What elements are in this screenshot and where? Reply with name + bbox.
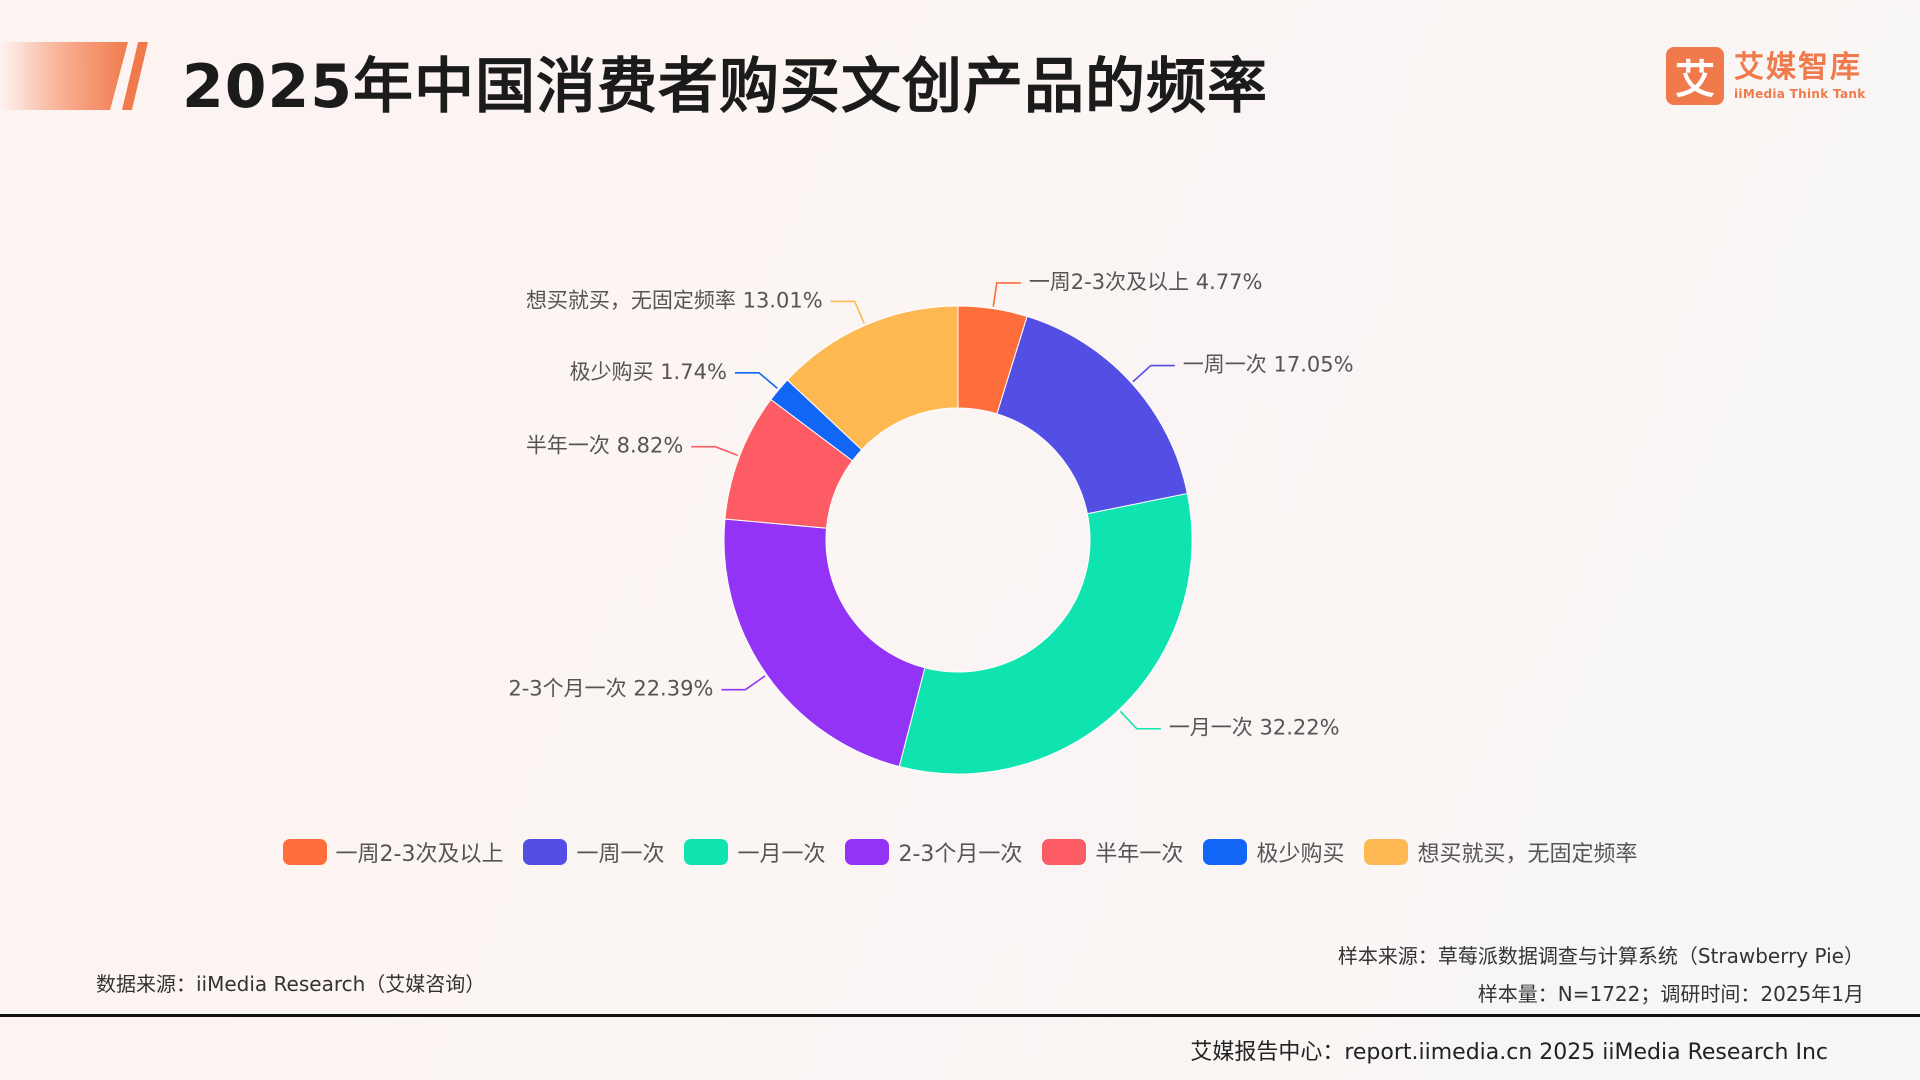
footer-divider [0,1014,1920,1017]
legend-item[interactable]: 极少购买 [1203,836,1344,868]
page-title: 2025年中国消费者购买文创产品的频率 [182,52,1268,122]
legend-label: 半年一次 [1095,842,1184,867]
iimedia-logo: 艾 艾媒智库 iiMedia Think Tank [1666,46,1866,106]
donut-slice [723,518,926,768]
donut-chart: 一周2-3次及以上 4.77% 一周一次 17.05% 一月一次 32.22% 2-3… [508,270,1354,775]
label-leader-line [1132,364,1175,383]
donut-slices [723,305,1193,775]
legend-swatch [845,839,890,865]
legend-label: 想买就买，无固定频率 [1417,842,1638,867]
legend-item[interactable]: 一周2-3次及以上 [282,836,504,868]
label-leader-line [691,445,738,457]
legend-swatch [282,839,327,865]
footer-report-center: 艾媒报告中心：report.iimedia.cn 2025 iiMedia Re… [1190,1040,1828,1065]
legend-item[interactable]: 一周一次 [523,836,664,868]
donut-slice [786,305,959,451]
slice-label: 一周一次 17.05% [1183,353,1354,377]
legend-label: 极少购买 [1256,842,1345,867]
legend-swatch [1364,839,1409,865]
label-leader-line [721,675,766,691]
label-leader-lines [691,282,1175,730]
data-source-note: 数据来源：iiMedia Research（艾媒咨询） [96,972,486,996]
legend-swatch [523,839,568,865]
slice-label: 半年一次 8.82% [526,434,683,458]
sample-source-note: 样本来源：草莓派数据调查与计算系统（Strawberry Pie） [1337,944,1864,968]
chart-legend: 一周2-3次及以上 一周一次 一月一次 2-3个月一次 半年一次 极少购买 想买就买，无固定… [0,832,1920,872]
label-leader-line [830,300,865,324]
logo-name-en: iiMedia Think Tank [1734,86,1866,101]
legend-item[interactable]: 一月一次 [684,836,825,868]
legend-swatch [1042,839,1087,865]
logo-text: 艾媒智库 iiMedia Think Tank [1734,49,1866,101]
logo-name-cn: 艾媒智库 [1734,49,1862,85]
title-banner-bar [0,42,128,110]
legend-swatch [1203,839,1248,865]
slice-label: 2-3个月一次 22.39% [508,677,713,701]
sample-info-note: 样本量：N=1722；调研时间：2025年1月 [1477,982,1864,1006]
slice-label: 一周2-3次及以上 4.77% [1029,270,1263,294]
legend-label: 一周一次 [576,842,665,867]
label-leader-line [992,282,1021,307]
legend-label: 一周2-3次及以上 [335,842,504,867]
legend-label: 2-3个月一次 [898,842,1023,867]
slice-labels: 一周2-3次及以上 4.77% 一周一次 17.05% 一月一次 32.22% 2-3… [508,270,1353,740]
legend-item[interactable]: 半年一次 [1042,836,1183,868]
label-leader-line [734,371,778,389]
slice-label: 一月一次 32.22% [1169,716,1340,740]
label-leader-line [1119,710,1161,730]
slice-label: 极少购买 1.74% [570,360,727,384]
legend-item[interactable]: 2-3个月一次 [845,836,1022,868]
donut-slice [898,492,1193,775]
donut-slice [996,315,1188,515]
legend-swatch [684,839,729,865]
slice-label: 想买就买，无固定频率 13.01% [526,288,823,312]
legend-item[interactable]: 想买就买，无固定频率 [1364,836,1637,868]
logo-mark-icon: 艾 [1666,47,1724,105]
legend-label: 一月一次 [737,842,826,867]
